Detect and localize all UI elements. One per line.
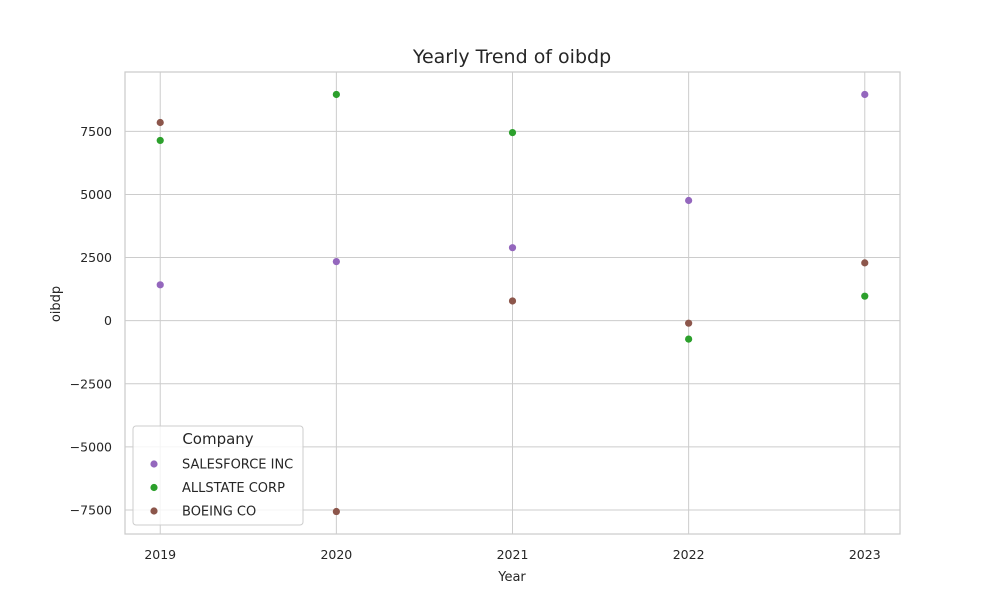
legend-marker	[150, 507, 158, 515]
data-point	[685, 196, 693, 205]
legend-box	[132, 425, 304, 526]
data-point	[156, 118, 164, 127]
data-point	[685, 335, 693, 343]
data-points	[156, 90, 869, 516]
data-point	[508, 128, 517, 137]
legend-marker	[150, 483, 158, 492]
data-point	[332, 90, 340, 99]
legend-label: BOEING CO	[182, 505, 256, 520]
x-tick-label: 2023	[849, 547, 881, 562]
y-tick-label: 0	[104, 313, 112, 328]
y-tick-label: −2500	[70, 376, 112, 391]
x-tick-label: 2022	[673, 547, 705, 562]
axis-ticks: −7500 −5000 −2500 0 2500 5000 7500 2019 2020 2021…	[70, 124, 881, 562]
legend-items: SALESFORCE INC ALLSTATE CORP BOEING CO	[150, 458, 293, 520]
y-tick-label: −7500	[70, 503, 112, 518]
legend-marker	[150, 460, 158, 468]
x-tick-label: 2021	[497, 547, 529, 562]
data-point	[332, 257, 340, 266]
x-tick-label: 2019	[144, 547, 176, 562]
data-point	[508, 244, 517, 252]
chart-title: Yearly Trend of oibdp	[412, 46, 611, 68]
data-point	[508, 297, 517, 305]
data-point	[332, 507, 340, 516]
data-point	[685, 319, 693, 327]
legend-title: Company	[182, 430, 253, 448]
y-tick-label: −5000	[70, 439, 112, 454]
legend-label: ALLSTATE CORP	[182, 481, 285, 496]
data-point	[861, 90, 869, 99]
data-point	[861, 259, 869, 267]
legend: Company SALESFORCE INC ALLSTATE CORP BOEIN…	[132, 425, 304, 526]
data-point	[156, 281, 164, 289]
y-tick-label: 5000	[80, 187, 112, 202]
y-axis-label: oibdp	[49, 286, 64, 322]
y-tick-label: 7500	[80, 124, 112, 139]
data-point	[861, 292, 869, 300]
data-point	[156, 136, 164, 145]
legend-label: SALESFORCE INC	[182, 458, 293, 473]
x-tick-label: 2020	[320, 547, 352, 562]
plot-frame	[124, 71, 901, 535]
y-tick-label: 2500	[80, 250, 112, 265]
x-axis-label: Year	[497, 570, 526, 585]
